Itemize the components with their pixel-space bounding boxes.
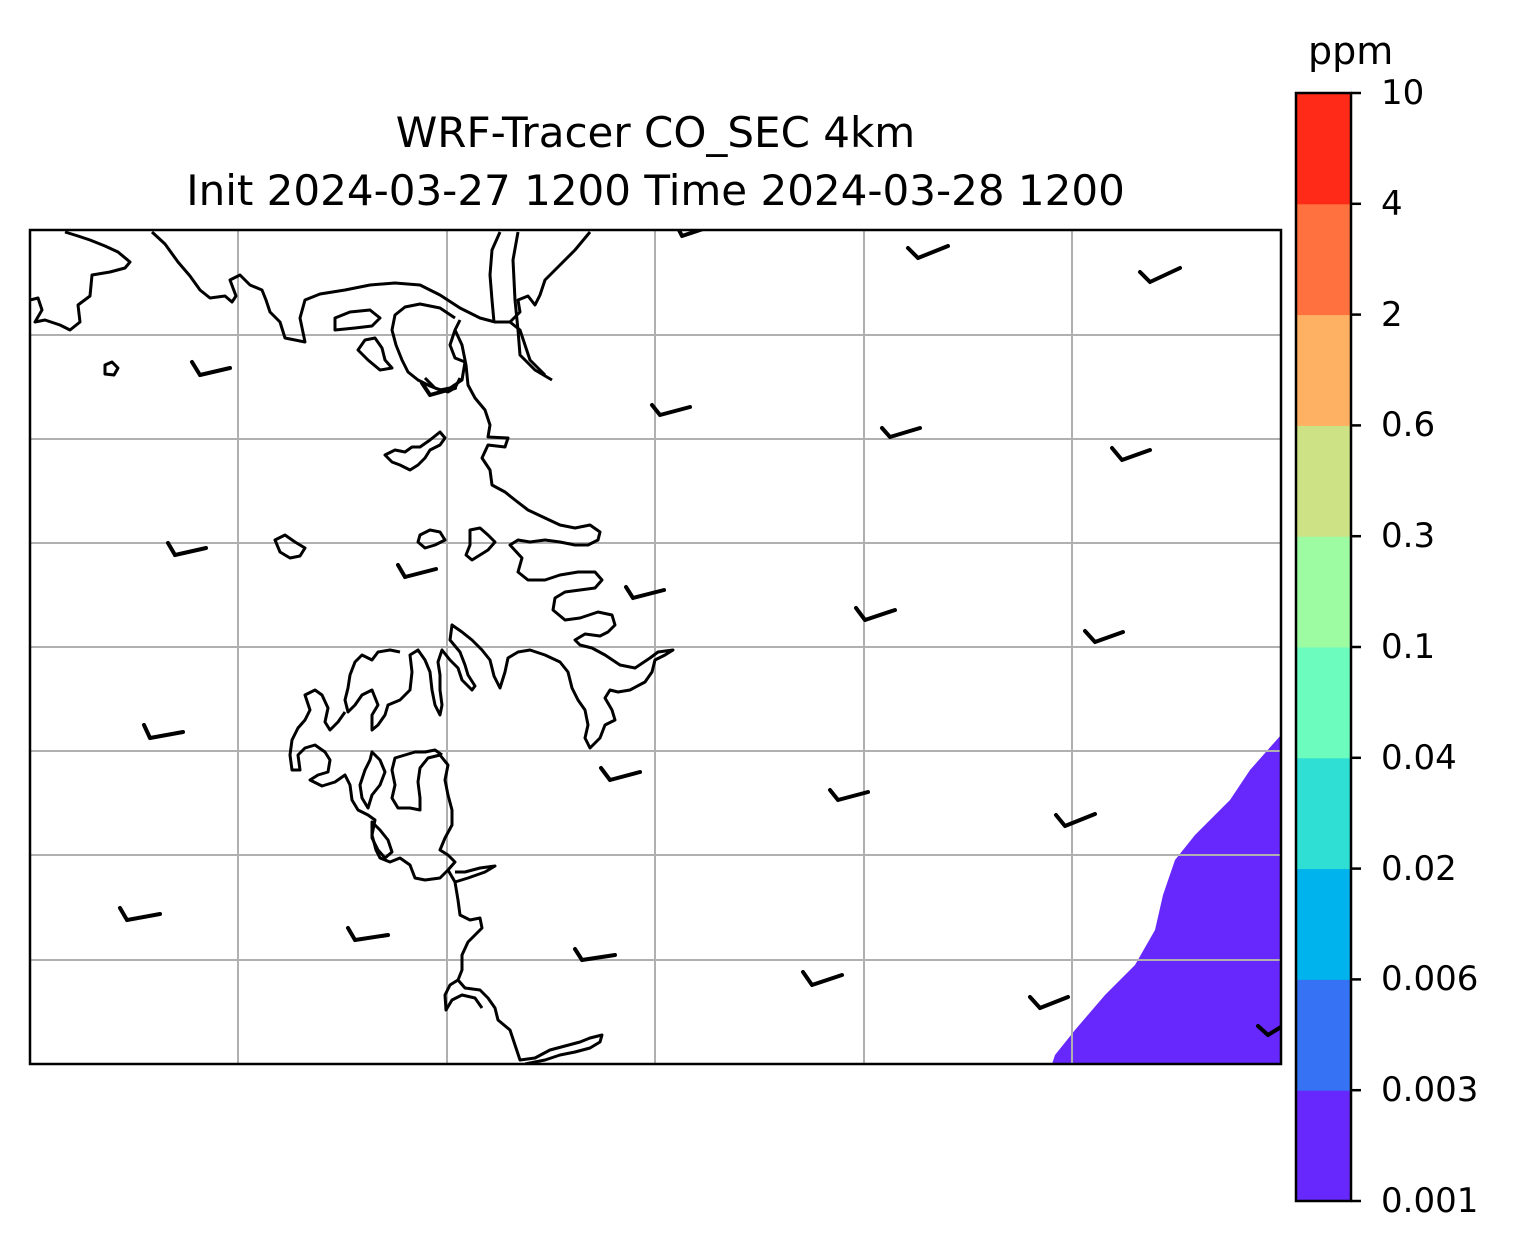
colorbar-unit-label: ppm [1308,29,1394,73]
colorbar-tick-label: 2 [1381,294,1403,335]
colorbar-segment [1296,203,1351,316]
colorbar-segment [1296,868,1351,980]
colorbar-segment [1296,979,1351,1091]
coastline-segment [333,308,382,332]
colorbar-segment [1296,757,1351,870]
colorbar-tick-label: 0.003 [1381,1070,1479,1111]
wind-barb [346,926,390,942]
wind-barb [573,947,617,962]
gridlines [30,230,1281,1064]
coastline-segment [443,978,484,1012]
wind-barb [1110,446,1152,462]
wind-barb [420,381,457,397]
wind-barb [828,788,870,802]
map-title: WRF-Tracer CO_SEC 4km [395,108,916,157]
wind-barb [1083,629,1125,644]
wind-barb [1054,812,1097,828]
colorbar-tick-label: 0.6 [1381,405,1436,446]
wind-barb [166,541,208,557]
coastline-segment [446,864,497,884]
colorbar-tick-label: 0.04 [1381,737,1457,778]
wind-barb [142,723,185,740]
coastline-segment [103,360,120,377]
coastline-segment [383,430,447,472]
wind-barb [906,244,950,260]
wind-barb [1256,1024,1281,1037]
coastline-segment [288,688,457,882]
colorbar-tick-label: 10 [1381,73,1425,113]
coastline-segment [273,533,307,560]
coastline-segment [464,526,497,562]
wind-barb [650,403,692,417]
wind-barb [624,585,666,600]
wind-barb [1028,995,1070,1010]
colorbar [1294,91,1361,1203]
colorbar-tick-label: 4 [1381,183,1403,224]
wind-barb [880,426,922,439]
colorbar-segment [1296,647,1351,759]
wind-barbs [118,230,1281,1037]
coastline-segment [343,329,675,750]
coastline-segment [390,302,467,392]
wind-barb [190,360,232,377]
wind-barb [118,906,162,922]
colorbar-tick-label: 0.001 [1381,1181,1479,1221]
coastline-segment [150,230,592,344]
wind-barb [854,606,897,622]
wind-barb [396,563,438,579]
colorbar-segment [1296,93,1351,205]
coastline-segment [488,231,502,323]
map-frame [28,228,1283,1066]
wind-barb [801,970,844,987]
coastline-segment [30,230,132,332]
colorbar-tick-label: 0.1 [1381,627,1436,667]
coastline-segment [356,336,394,372]
wind-barb [599,766,642,782]
coastline-segment [358,750,387,810]
colorbar-tick-label: 0.02 [1381,848,1457,889]
coastlines [30,230,675,1064]
tracer-field-region [1052,735,1281,1064]
colorbar-tick-label: 0.006 [1381,959,1479,1000]
colorbar-segment [1296,314,1351,426]
colorbar-tick-label: 0.3 [1381,516,1436,557]
coastline-segment [509,320,547,377]
coastline-segment [370,820,394,860]
colorbar-segment [1296,425,1351,537]
map-subtitle: Init 2024-03-27 1200 Time 2024-03-28 120… [186,166,1125,215]
colorbar-segment [1296,1090,1351,1202]
wind-barb [1138,266,1182,284]
coastline-segment [453,881,604,1064]
coastline-segment [416,528,447,550]
colorbar-segment [1296,536,1351,648]
